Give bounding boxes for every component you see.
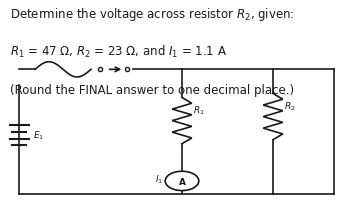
Text: Determine the voltage across resistor $R_2$, given:: Determine the voltage across resistor $R… bbox=[10, 6, 295, 23]
Text: $R_1$: $R_1$ bbox=[193, 104, 205, 116]
Text: $E_1$: $E_1$ bbox=[33, 129, 44, 141]
Text: (Round the FINAL answer to one decimal place.): (Round the FINAL answer to one decimal p… bbox=[10, 84, 295, 97]
Text: $R_1$ = 47 Ω, $R_2$ = 23 Ω, and $I_1$ = 1.1 A: $R_1$ = 47 Ω, $R_2$ = 23 Ω, and $I_1$ = … bbox=[10, 44, 228, 60]
Text: $R_2$: $R_2$ bbox=[284, 100, 296, 112]
Circle shape bbox=[165, 171, 199, 191]
Text: A: A bbox=[178, 178, 186, 186]
Text: $I_1$: $I_1$ bbox=[155, 173, 163, 185]
